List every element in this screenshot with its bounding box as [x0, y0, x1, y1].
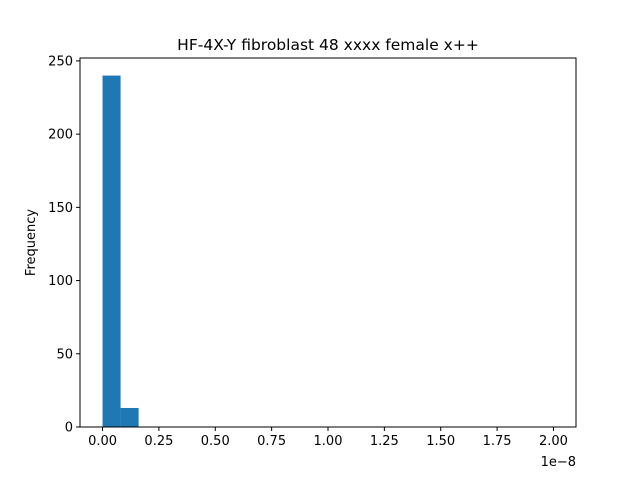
- y-tick-label: 150: [48, 201, 73, 216]
- x-tick-label: 2.00: [539, 434, 568, 449]
- x-tick-label: 0.75: [257, 434, 286, 449]
- x-tick-label: 0.00: [88, 434, 117, 449]
- x-tick-label: 1.75: [483, 434, 512, 449]
- ticks-layer: 0.00 0.25 0.50 0.75 1.00 1.25 1.50 1.75 2.00 0 50 1…: [48, 54, 568, 449]
- y-axis-title: Frequency: [24, 209, 39, 276]
- x-axis-offset-label: 1e−8: [541, 455, 576, 470]
- histogram-bar: [120, 407, 139, 427]
- bars-layer: [102, 75, 139, 428]
- y-tick-label: 50: [56, 347, 73, 362]
- x-tick-label: 1.00: [314, 434, 343, 449]
- chart-title: HF-4X-Y fibroblast 48 xxxx female x++: [177, 36, 479, 54]
- y-tick-label: 100: [48, 274, 73, 289]
- y-tick-label: 250: [48, 54, 73, 69]
- x-tick-label: 1.50: [426, 434, 455, 449]
- axes-frame: [79, 57, 577, 428]
- x-tick-label: 0.25: [144, 434, 173, 449]
- x-tick-label: 0.50: [201, 434, 230, 449]
- y-tick-label: 200: [48, 128, 73, 143]
- x-tick-label: 1.25: [370, 434, 399, 449]
- y-tick-label: 0: [65, 421, 73, 436]
- histogram-bar: [102, 75, 121, 428]
